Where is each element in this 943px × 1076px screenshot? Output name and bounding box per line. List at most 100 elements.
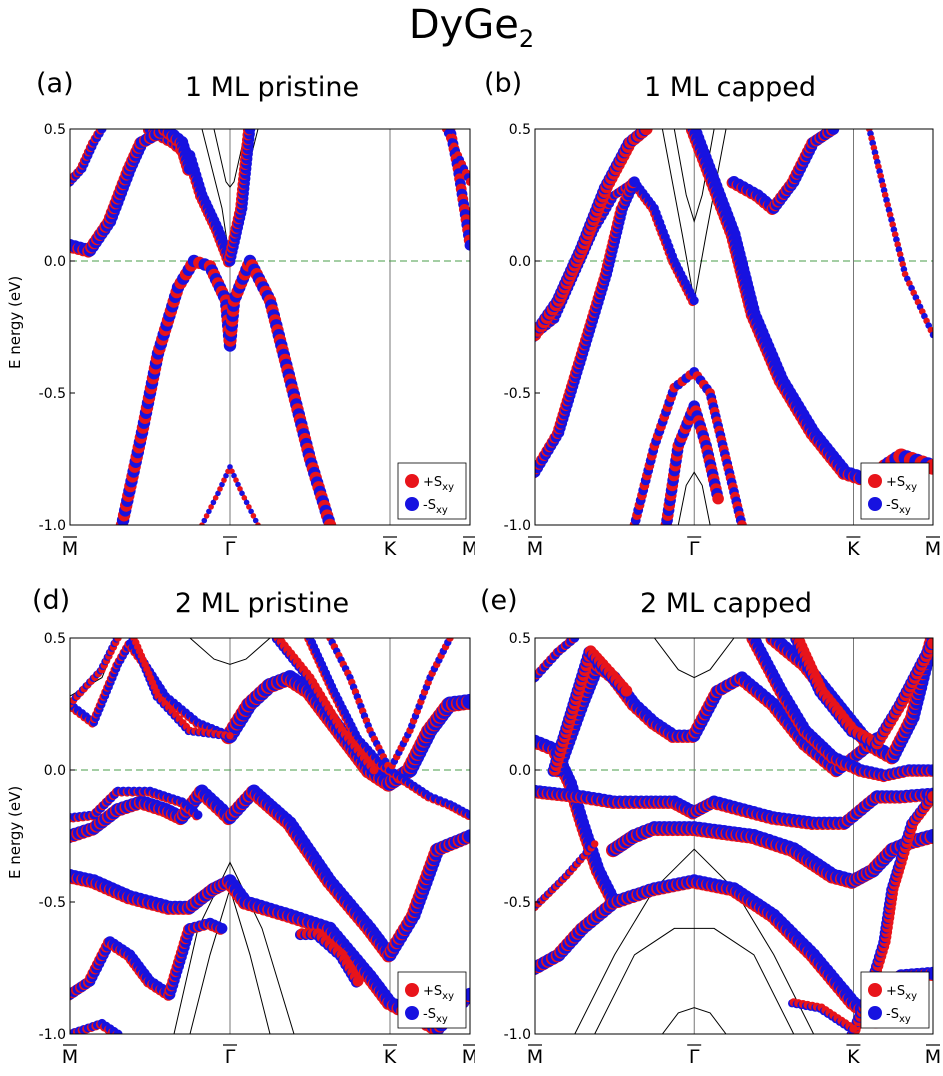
spin-dot bbox=[570, 638, 580, 643]
legend-minus-sub: xy bbox=[436, 505, 448, 516]
spin-dot bbox=[465, 810, 470, 819]
spin-dot bbox=[183, 162, 197, 175]
band-line bbox=[189, 638, 271, 665]
spin-dot bbox=[591, 840, 599, 848]
y-tick-label: 0.0 bbox=[509, 254, 531, 270]
plot-frame bbox=[534, 637, 934, 1035]
plot-area bbox=[70, 638, 470, 1034]
spin-dot bbox=[849, 1024, 858, 1033]
x-tick-label: M bbox=[462, 1046, 475, 1068]
spin-dot bbox=[219, 481, 225, 488]
band-line bbox=[574, 848, 815, 1034]
spin-dot bbox=[226, 732, 234, 740]
x-tick-label: M bbox=[462, 538, 475, 560]
spin-dot bbox=[927, 638, 933, 650]
spin-dot bbox=[252, 517, 259, 524]
spin-dot bbox=[462, 693, 470, 709]
y-tick-label: 0.0 bbox=[44, 254, 66, 270]
band-line bbox=[213, 129, 247, 188]
spin-dot bbox=[927, 791, 933, 802]
plot-frame bbox=[69, 128, 471, 526]
spin-dot bbox=[241, 495, 248, 501]
spin-dot bbox=[323, 518, 337, 525]
spin-dot bbox=[114, 638, 122, 642]
band-line bbox=[677, 471, 711, 525]
x-tick-label: K bbox=[384, 538, 397, 560]
spin-dot bbox=[689, 296, 699, 306]
spin-dot bbox=[891, 231, 899, 238]
band-line bbox=[594, 927, 795, 1034]
x-tick-label: M bbox=[925, 538, 941, 560]
spin-dot bbox=[243, 499, 250, 506]
spin-dot bbox=[465, 177, 470, 186]
panel-letter-d: (d) bbox=[32, 585, 71, 616]
legend-plus-sub: xy bbox=[442, 482, 454, 493]
figure-title-main: DyGe bbox=[408, 2, 519, 48]
band-plot-b: 0.5 0.0 -0.5 -1.0 M Γ K M +Sxy-Sxy bbox=[504, 122, 942, 560]
spin-dot bbox=[927, 764, 933, 776]
panel-letter-e: (e) bbox=[480, 585, 518, 616]
y-tick-label: -0.5 bbox=[504, 386, 531, 402]
legend-minus-sub: xy bbox=[899, 1014, 911, 1025]
band-line bbox=[662, 1007, 727, 1034]
legend-plus-marker bbox=[405, 983, 419, 997]
band-plot-a: 0.5 0.0 -0.5 -1.0 M Γ K M +Sxy-Sxy bbox=[39, 122, 475, 560]
spin-dot bbox=[899, 261, 906, 268]
x-tick-label: Γ bbox=[225, 538, 236, 560]
legend-minus-marker bbox=[405, 1006, 419, 1020]
band-plot-e: 0.5 0.0 -0.5 -1.0 M Γ K M +Sxy-Sxy bbox=[504, 631, 942, 1068]
legend-plus-sub: xy bbox=[905, 482, 917, 493]
spin-dot bbox=[215, 490, 221, 497]
spin-dot bbox=[246, 504, 252, 510]
spin-dot bbox=[248, 508, 254, 515]
panel-letter-b: (b) bbox=[484, 68, 523, 99]
spin-dot bbox=[629, 176, 640, 188]
spin-dot bbox=[203, 513, 210, 519]
legend-plus-marker bbox=[868, 474, 882, 488]
spin-dot bbox=[97, 129, 107, 134]
spin-dot bbox=[216, 923, 228, 934]
x-tick-label: Γ bbox=[689, 1046, 700, 1068]
spin-dot bbox=[237, 486, 243, 492]
spin-dot bbox=[889, 221, 896, 228]
plot-area bbox=[535, 129, 933, 525]
spin-dot bbox=[446, 638, 454, 642]
legend: +Sxy-Sxy bbox=[860, 462, 930, 520]
spin-dot bbox=[926, 829, 933, 843]
y-tick-label: 0.5 bbox=[509, 631, 531, 647]
plot-frame bbox=[534, 128, 934, 526]
y-tick-label: 0.0 bbox=[44, 763, 66, 779]
panel-letter-a: (a) bbox=[36, 68, 74, 99]
spin-dot bbox=[239, 490, 245, 497]
legend-minus-sub: xy bbox=[899, 505, 911, 516]
spin-dot bbox=[927, 326, 933, 334]
spin-dot bbox=[231, 472, 237, 479]
x-tick-label: K bbox=[847, 1046, 860, 1068]
spin-dot bbox=[227, 464, 233, 470]
y-tick-label: 0.5 bbox=[44, 122, 66, 138]
legend: +Sxy-Sxy bbox=[397, 462, 467, 520]
panel-title-d: 2 ML pristine bbox=[174, 588, 350, 619]
spin-dot bbox=[233, 477, 239, 483]
x-tick-label: Γ bbox=[689, 538, 700, 560]
spin-dot bbox=[217, 486, 223, 492]
band-line bbox=[173, 861, 295, 1034]
spin-dot bbox=[210, 499, 217, 506]
spin-dot bbox=[620, 685, 633, 697]
x-tick-label: M bbox=[62, 538, 78, 560]
spin-dot bbox=[929, 331, 933, 339]
spin-dot bbox=[886, 211, 894, 219]
spin-dot bbox=[463, 829, 470, 843]
x-tick-label: Γ bbox=[225, 1046, 236, 1068]
y-tick-label: -1.0 bbox=[39, 518, 66, 534]
plot-frame bbox=[69, 637, 471, 1035]
y-tick-label: -1.0 bbox=[504, 1027, 531, 1043]
spin-dot bbox=[229, 468, 235, 475]
x-tick-label: M bbox=[527, 1046, 543, 1068]
spin-dot bbox=[640, 129, 653, 136]
y-tick-label: 0.5 bbox=[44, 631, 66, 647]
y-tick-label: -0.5 bbox=[39, 386, 66, 402]
spin-dot bbox=[827, 129, 840, 135]
legend-plus-marker bbox=[405, 474, 419, 488]
legend: +Sxy-Sxy bbox=[860, 971, 930, 1029]
